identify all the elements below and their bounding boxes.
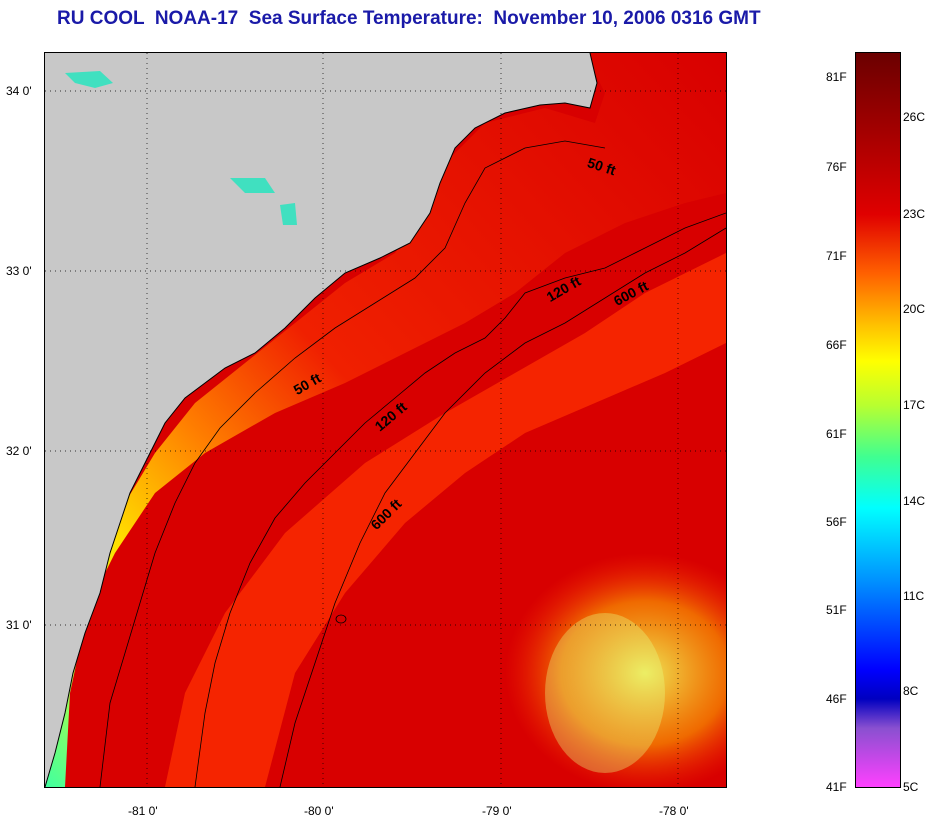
map-title: RU COOL NOAA-17 Sea Surface Temperature:… (57, 8, 761, 29)
inland-water (65, 71, 113, 88)
colorbar-label-c: 8C (903, 684, 919, 698)
lon-label-80: -80 0' (304, 804, 334, 818)
colorbar-label-f: 66F (826, 338, 847, 352)
colorbar-label-c: 11C (903, 589, 925, 603)
temperature-colorbar (855, 52, 901, 788)
lat-label-32: 32 0' (6, 444, 32, 458)
colorbar-label-f: 76F (826, 160, 847, 174)
seamount-contour (335, 614, 347, 624)
coastline (45, 53, 598, 787)
colorbar-label-f: 51F (826, 603, 847, 617)
colorbar-label-c: 26C (903, 110, 926, 124)
sst-map-canvas: 50 ft 50 ft 120 ft 120 ft 600 ft 600 ft (45, 53, 726, 787)
colorbar-label-f: 46F (826, 692, 847, 706)
graticule (45, 53, 726, 787)
colorbar-label-c: 20C (903, 302, 926, 316)
inland-water (230, 178, 275, 193)
cloud-speckle-core (545, 613, 665, 773)
colorbar-label-f: 61F (826, 427, 847, 441)
sst-map[interactable]: 50 ft 50 ft 120 ft 120 ft 600 ft 600 ft (44, 52, 727, 788)
contour-120ft (194, 212, 726, 787)
lon-label-81: -81 0' (128, 804, 158, 818)
lat-label-31: 31 0' (6, 618, 32, 632)
lat-label-33: 33 0' (6, 264, 32, 278)
colorbar-label-f: 56F (826, 515, 847, 529)
colorbar-label-f: 81F (826, 70, 847, 84)
colorbar-label-c: 5C (903, 780, 919, 794)
shelf-water (45, 53, 726, 787)
lon-label-78: -78 0' (659, 804, 689, 818)
colorbar-label-c: 17C (903, 398, 926, 412)
colorbar-label-f: 71F (826, 249, 847, 263)
contour-600ft (279, 227, 726, 787)
contour-50ft (99, 140, 606, 787)
colorbar-label-c: 14C (903, 494, 926, 508)
inland-water (280, 203, 297, 225)
cloud-speckle (505, 553, 726, 787)
colorbar-label-c: 23C (903, 207, 926, 221)
lon-label-79: -79 0' (482, 804, 512, 818)
mid-shelf-water (165, 253, 726, 787)
lat-label-34: 34 0' (6, 84, 32, 98)
colorbar-label-f: 41F (826, 780, 847, 794)
land-mass (45, 53, 597, 787)
